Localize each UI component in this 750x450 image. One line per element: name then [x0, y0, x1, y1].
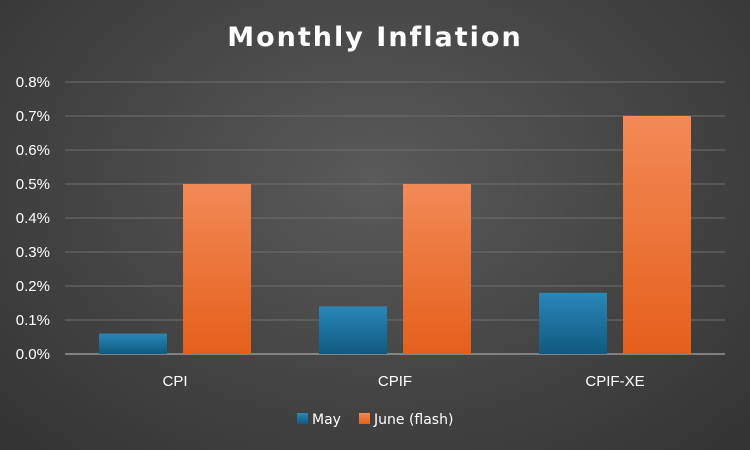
x-category-label: CPIF-XE: [585, 373, 644, 390]
legend-swatch: [359, 413, 370, 424]
y-tick-label: 0.1%: [16, 312, 50, 329]
y-tick-label: 0.7%: [16, 108, 50, 125]
y-tick-label: 0.5%: [16, 176, 50, 193]
bar-june-flash-cpi: [183, 184, 251, 354]
y-tick-label: 0.3%: [16, 244, 50, 261]
y-tick-label: 0.2%: [16, 278, 50, 295]
bar-june-flash-cpif: [403, 184, 471, 354]
bar-june-flash-cpif-xe: [623, 116, 691, 354]
legend-swatch: [297, 413, 308, 424]
bars: [99, 116, 691, 354]
x-category-label: CPIF: [378, 373, 412, 390]
legend: May June (flash): [297, 412, 453, 428]
x-axis-categories: CPI CPIF CPIF-XE: [162, 373, 644, 390]
y-tick-label: 0.6%: [16, 142, 50, 159]
legend-label: May: [312, 412, 341, 428]
x-category-label: CPI: [162, 373, 187, 390]
legend-label: June (flash): [373, 412, 453, 428]
bar-may-cpif: [319, 306, 387, 354]
bar-may-cpif-xe: [539, 292, 607, 354]
bar-may-cpi: [99, 333, 167, 354]
chart-title: Monthly Inflation: [227, 22, 522, 53]
y-tick-label: 0.4%: [16, 210, 50, 227]
y-axis-ticks: 0.0% 0.1% 0.2% 0.3% 0.4% 0.5% 0.6% 0.7% 0.8%: [16, 74, 50, 363]
y-tick-label: 0.0%: [16, 346, 50, 363]
gridlines: [65, 81, 725, 355]
y-tick-label: 0.8%: [16, 74, 50, 91]
